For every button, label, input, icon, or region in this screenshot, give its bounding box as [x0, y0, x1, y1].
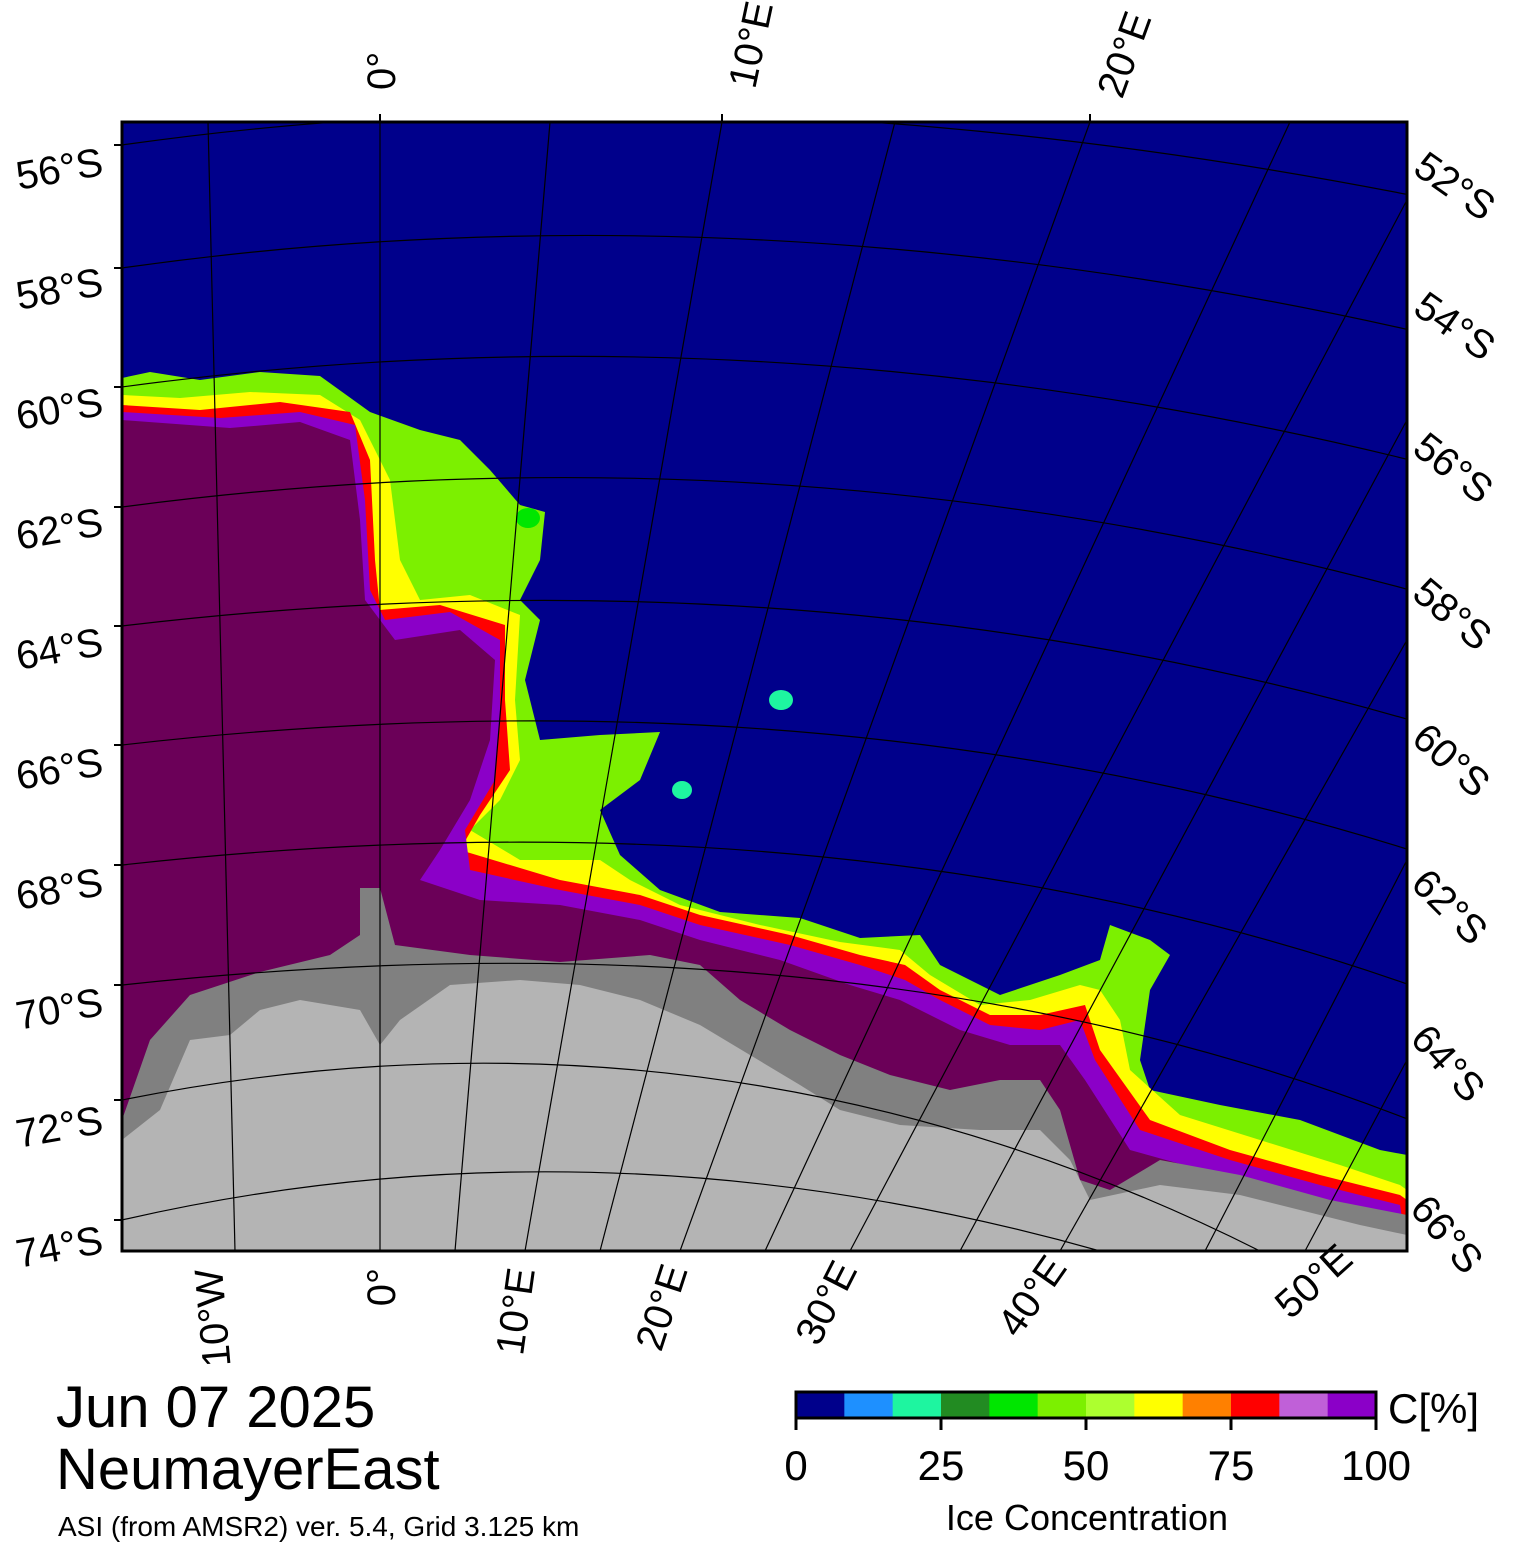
- lat-label: 56°S: [1405, 424, 1501, 512]
- colorbar-segment: [844, 1392, 894, 1418]
- lon-labels-bottom: 10°W 0° 10°E 20°E 30°E 40°E 50°E: [187, 1236, 1361, 1369]
- colorbar-tick-label: 25: [917, 1442, 965, 1489]
- lon-label: 20°E: [628, 1259, 697, 1356]
- colorbar-segment: [1037, 1392, 1087, 1418]
- lat-label: 64°S: [1402, 1017, 1493, 1111]
- colorbar-segment: [1279, 1392, 1329, 1418]
- lat-labels-right: 52°S 54°S 56°S 58°S 60°S 62°S 64°S 66°S: [1402, 144, 1503, 1283]
- lat-label: 66°S: [13, 740, 106, 798]
- ice-patch-small: [516, 508, 540, 528]
- colorbar-segment: [796, 1392, 845, 1418]
- lon-label: 0°: [360, 52, 404, 90]
- ice-patch-small: [672, 781, 692, 799]
- map-date: Jun 07 2025: [56, 1375, 376, 1440]
- colorbar-title: Ice Concentration: [945, 1497, 1229, 1538]
- colorbar-segment: [1327, 1392, 1377, 1418]
- lon-labels-top: 0° 10°E 20°E: [360, 0, 1160, 103]
- lat-label: 66°S: [1402, 1187, 1492, 1282]
- antarctic-continent: [122, 980, 1407, 1251]
- lat-label: 60°S: [13, 380, 106, 438]
- colorbar-segment: [941, 1392, 990, 1418]
- colorbar-tick-label: 50: [1062, 1442, 1110, 1489]
- colorbar-ticks: [794, 1418, 1378, 1430]
- colorbar-unit: C[%]: [1388, 1385, 1480, 1432]
- lon-label: 10°E: [721, 0, 782, 92]
- colorbar-segment: [1231, 1392, 1280, 1418]
- colorbar-segment: [892, 1392, 942, 1418]
- lon-label: 10°E: [488, 1265, 544, 1357]
- lat-label: 58°S: [13, 260, 106, 318]
- lat-label: 70°S: [13, 980, 106, 1038]
- lat-labels-left: 56°S 58°S 60°S 62°S 64°S 66°S 68°S 70°S …: [13, 140, 106, 1276]
- lon-label: 10°W: [187, 1267, 239, 1369]
- lon-label: 30°E: [787, 1254, 866, 1352]
- lon-label: 40°E: [989, 1248, 1075, 1345]
- colorbar-segment: [989, 1392, 1039, 1418]
- lat-label: 68°S: [13, 860, 106, 918]
- lat-label: 62°S: [13, 500, 106, 558]
- colorbar-tick-label: 75: [1207, 1442, 1255, 1489]
- map-frame: [120, 120, 1409, 1253]
- lat-label: 64°S: [13, 620, 106, 678]
- ice-patch-small: [769, 690, 793, 710]
- colorbar-tick-label: 0: [784, 1442, 808, 1489]
- lon-label: 0°: [360, 1268, 404, 1306]
- product-info: ASI (from AMSR2) ver. 5.4, Grid 3.125 km: [58, 1511, 580, 1542]
- colorbar-tick-label: 100: [1340, 1442, 1412, 1489]
- colorbar-segment: [1086, 1392, 1135, 1418]
- lat-label: 62°S: [1403, 861, 1496, 954]
- lat-label: 60°S: [1404, 715, 1498, 806]
- lon-label: 20°E: [1089, 6, 1160, 103]
- lat-label: 72°S: [13, 1098, 106, 1156]
- colorbar: [796, 1392, 1377, 1418]
- colorbar-segment: [1134, 1392, 1184, 1418]
- latitude-lines: [122, 122, 1407, 1251]
- region-name: NeumayerEast: [56, 1437, 440, 1502]
- lat-label: 54°S: [1406, 284, 1503, 370]
- longitude-lines: [207, 122, 1407, 1251]
- lat-label: 74°S: [13, 1218, 106, 1276]
- frame-ticks: [114, 114, 1091, 1221]
- colorbar-segment: [1182, 1392, 1232, 1418]
- lat-label: 52°S: [1406, 144, 1503, 230]
- lat-label: 56°S: [13, 140, 106, 198]
- lat-label: 58°S: [1405, 570, 1500, 660]
